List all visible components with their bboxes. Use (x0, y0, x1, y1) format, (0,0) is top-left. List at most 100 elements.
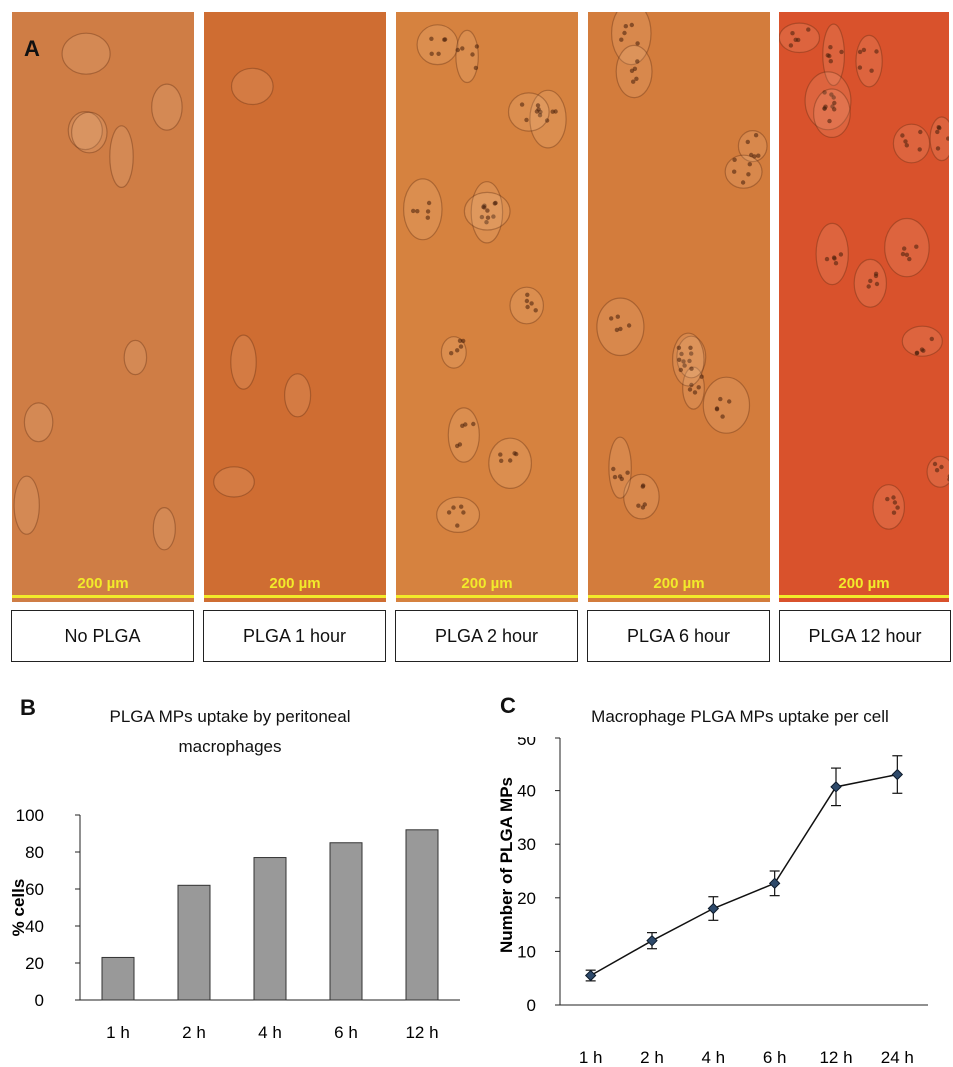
condition-label: PLGA 2 hour (395, 610, 578, 662)
micrograph-image (396, 12, 578, 602)
cell-shape (737, 130, 768, 163)
y-tick-label: 40 (517, 782, 536, 801)
particle-dot (609, 316, 614, 321)
particle-dot (460, 423, 465, 428)
particle-dot (732, 157, 737, 162)
particle-dot (470, 52, 475, 57)
particle-dot (622, 30, 627, 36)
cell-shape (804, 71, 852, 131)
particle-dot (921, 348, 926, 353)
x-tick-label: 12 h (405, 1023, 438, 1042)
panel-c-letter: C (500, 693, 516, 718)
micrograph-5: 200 µm (779, 12, 949, 602)
particle-dot (461, 510, 466, 515)
x-tick-label: 12 h (819, 1048, 852, 1067)
y-tick-label: 20 (25, 954, 44, 973)
particle-dot (720, 414, 725, 419)
particle-dot (455, 348, 460, 353)
particle-dot (874, 281, 880, 287)
x-tick-label: 4 h (702, 1048, 726, 1067)
particle-dot (632, 66, 638, 71)
particle-dot (457, 442, 463, 447)
particle-dot (861, 47, 867, 53)
particle-dot (828, 59, 833, 64)
y-tick-label: 50 (517, 737, 536, 749)
particle-dot (806, 27, 811, 32)
panel-a-letter: A (24, 36, 40, 61)
particle-dot (892, 500, 898, 505)
particle-dot (491, 214, 496, 219)
cell-shape (61, 32, 111, 75)
particle-dot (790, 31, 795, 36)
particle-dot (415, 209, 420, 214)
particle-dot (449, 351, 454, 356)
particle-dot (891, 510, 897, 515)
chart-c-title: Macrophage PLGA MPs uptake per cell (591, 707, 889, 726)
y-tick-label: 10 (517, 942, 536, 961)
cell-shape (853, 258, 888, 308)
micrograph-image (588, 12, 770, 602)
particle-dot (688, 345, 693, 350)
bar (405, 829, 439, 1001)
particle-dot (917, 147, 922, 152)
x-tick-label: 6 h (763, 1048, 787, 1067)
bar (177, 884, 211, 1001)
cell-shape (123, 339, 148, 376)
particle-dot (537, 113, 543, 118)
particle-dot (442, 37, 448, 42)
data-point (707, 902, 720, 915)
x-tick-label: 6 h (334, 1023, 358, 1042)
y-tick-label: 60 (25, 880, 44, 899)
particle-dot (839, 49, 844, 55)
cell-shape (283, 373, 312, 418)
particle-dot (626, 323, 632, 328)
particle-dot (914, 351, 919, 356)
particle-dot (636, 503, 641, 508)
particle-dot (611, 466, 616, 472)
cell-shape (611, 12, 652, 66)
particle-dot (411, 208, 416, 214)
particle-dot (425, 215, 430, 220)
particle-dot (935, 129, 940, 135)
particle-dot (473, 65, 479, 71)
cell-shape (402, 178, 443, 241)
series-line (590, 773, 898, 977)
cell-shape (507, 92, 550, 132)
particle-dot (832, 100, 837, 106)
particle-dot (536, 107, 541, 112)
particle-dot (824, 256, 830, 262)
particle-dot (932, 461, 938, 467)
cell-shape (230, 67, 274, 106)
particle-dot (947, 474, 949, 479)
particle-dot (484, 220, 489, 225)
particle-dot (485, 208, 490, 213)
scale-bar-line (396, 595, 578, 598)
chart-c-plot: 0 10 20 30 40 50 1 h 2 h 4 h 6 h 12 h 24 h Number of… (497, 737, 928, 1067)
particle-dot (885, 496, 890, 502)
micrograph-2: 200 µm (204, 12, 386, 602)
particle-dot (460, 46, 465, 51)
particle-dot (455, 523, 460, 528)
particle-dot (692, 390, 698, 395)
particle-dot (425, 209, 431, 214)
particle-dot (732, 169, 737, 174)
particle-dot (832, 107, 837, 112)
particle-dot (479, 214, 485, 220)
particle-dot (635, 59, 640, 64)
particle-dot (746, 172, 751, 177)
particle-dot (831, 255, 837, 260)
particle-dot (615, 314, 620, 319)
particle-dot (829, 92, 834, 97)
particle-dot (458, 344, 464, 349)
cell-shape (615, 44, 653, 99)
particle-dot (838, 252, 844, 257)
particle-dot (857, 49, 863, 55)
particle-dot (429, 51, 434, 56)
particle-dot (623, 24, 628, 29)
particle-dot (747, 162, 752, 167)
cell-shape (702, 376, 751, 434)
particle-dot (508, 458, 513, 463)
cell-shape (488, 437, 533, 489)
chart-b-plot: 0 20 40 60 80 100 1 h 2 h 4 h 6 h 12 h % cells (9, 806, 460, 1042)
particle-dot (625, 470, 630, 475)
